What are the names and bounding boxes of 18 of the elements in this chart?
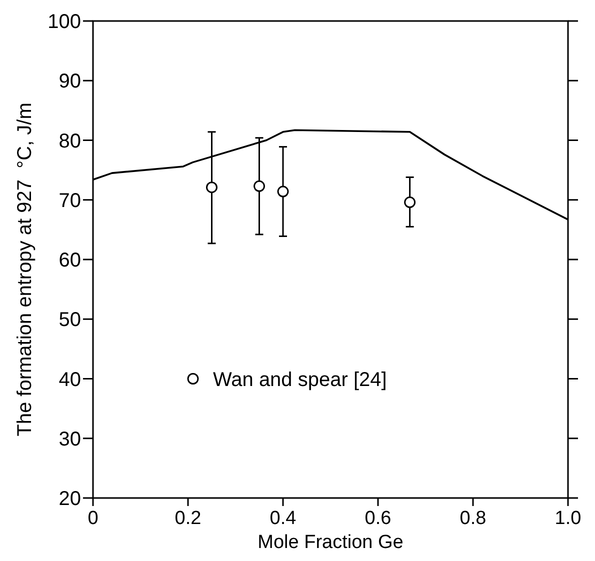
x-tick-label: 1.0 (554, 508, 582, 529)
y-tick-label: 70 (58, 190, 81, 212)
x-axis-title: Mole Fraction Ge (258, 532, 404, 553)
x-tick-label: 0 (88, 508, 98, 529)
y-tick-label: 90 (58, 70, 81, 93)
legend-label: Wan and spear [24] (213, 368, 387, 391)
y-tick-label: 50 (58, 309, 81, 332)
y-axis-title: The formation entropy at 927 °C, J/m (14, 102, 36, 436)
y-tick-label: 100 (48, 11, 81, 33)
x-tick-label: 0.6 (364, 508, 392, 529)
x-tick-label: 0.2 (174, 508, 202, 529)
x-tick-label: 0.4 (270, 508, 297, 529)
y-tick-label: 80 (58, 130, 81, 152)
y-tick-label: 20 (58, 488, 81, 510)
y-tick-label: 60 (58, 250, 81, 272)
x-tick-label: 0.8 (460, 508, 486, 529)
y-tick-label: 30 (58, 428, 81, 450)
y-tick-label: 40 (58, 368, 81, 391)
